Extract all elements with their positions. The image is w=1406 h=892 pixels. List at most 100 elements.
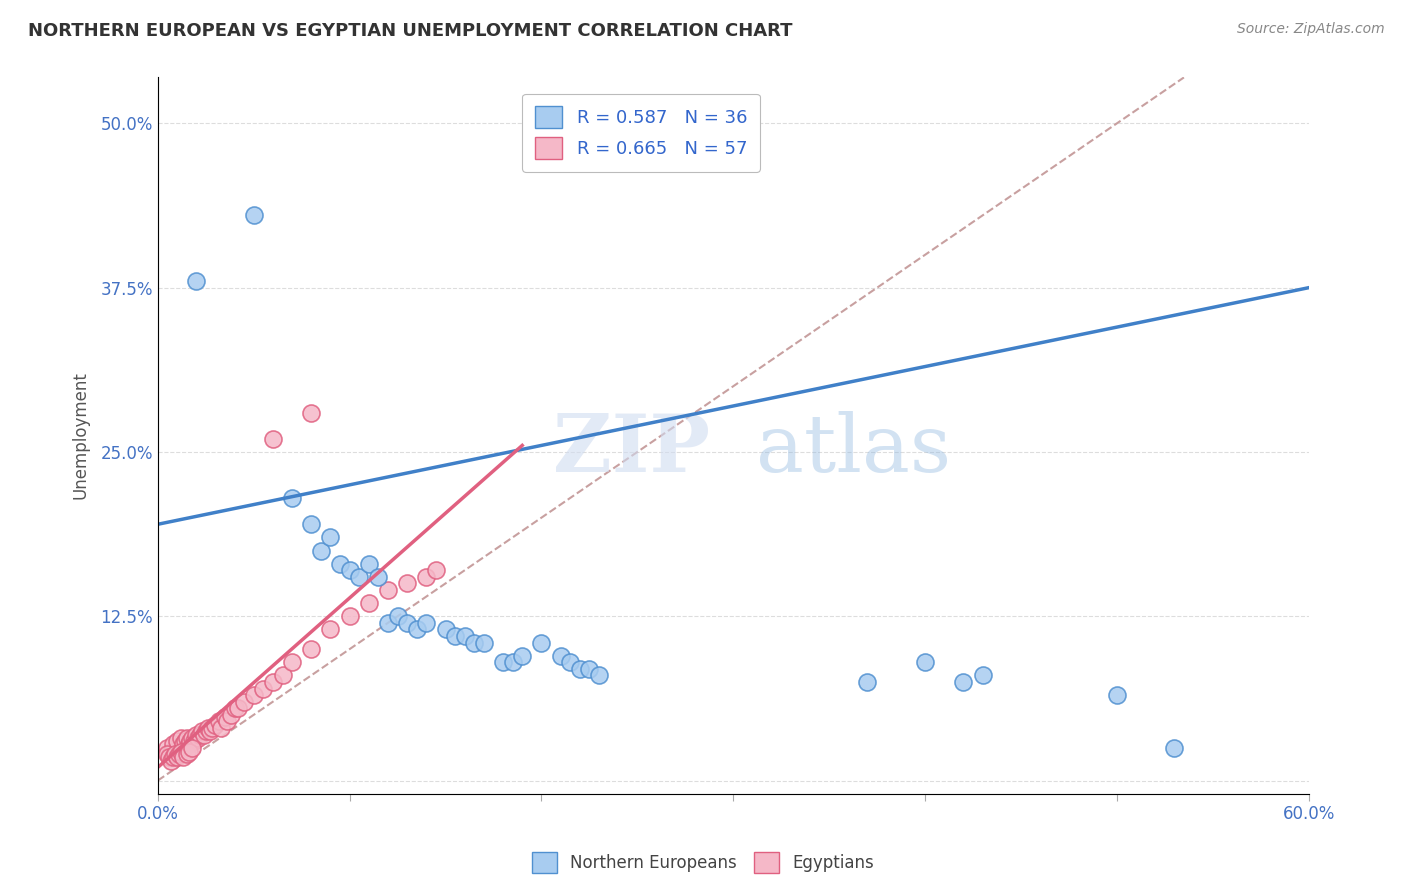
Point xyxy=(396,615,419,630)
Point xyxy=(262,432,284,446)
Point xyxy=(187,731,209,746)
Point xyxy=(188,727,211,741)
Text: atlas: atlas xyxy=(756,411,952,489)
Point xyxy=(972,668,994,682)
Point xyxy=(252,681,274,696)
Point xyxy=(172,750,194,764)
Point xyxy=(176,731,198,746)
Point xyxy=(186,727,208,741)
Point xyxy=(1163,740,1185,755)
Point xyxy=(357,596,380,610)
Point xyxy=(952,675,974,690)
Point xyxy=(214,710,236,724)
Point xyxy=(271,668,294,682)
Point xyxy=(444,629,467,643)
Point xyxy=(454,629,477,643)
Point xyxy=(510,648,533,663)
Point xyxy=(281,491,304,505)
Point xyxy=(215,714,238,729)
Point xyxy=(176,747,198,762)
Point xyxy=(1105,688,1128,702)
Point xyxy=(179,734,201,748)
Point xyxy=(405,623,427,637)
Point xyxy=(339,609,361,624)
Point xyxy=(166,750,188,764)
Point xyxy=(191,723,214,738)
Point xyxy=(160,745,183,759)
Point xyxy=(224,701,246,715)
Point xyxy=(208,714,231,729)
Point xyxy=(173,734,195,748)
Point xyxy=(156,747,179,762)
Point xyxy=(183,734,205,748)
Point xyxy=(181,740,204,755)
Point xyxy=(463,635,485,649)
Text: Source: ZipAtlas.com: Source: ZipAtlas.com xyxy=(1237,22,1385,37)
Point xyxy=(319,623,342,637)
Point xyxy=(415,570,437,584)
Point xyxy=(492,655,515,669)
Text: NORTHERN EUROPEAN VS EGYPTIAN UNEMPLOYMENT CORRELATION CHART: NORTHERN EUROPEAN VS EGYPTIAN UNEMPLOYME… xyxy=(28,22,793,40)
Point xyxy=(262,675,284,690)
Point xyxy=(209,721,232,735)
Point xyxy=(242,688,264,702)
Point xyxy=(856,675,879,690)
Point xyxy=(165,747,187,762)
Point xyxy=(167,747,190,762)
Point xyxy=(415,615,437,630)
Point xyxy=(299,517,322,532)
Point xyxy=(560,655,582,669)
Point xyxy=(156,740,179,755)
Point xyxy=(219,707,242,722)
Point xyxy=(166,734,188,748)
Point xyxy=(281,655,304,669)
Point xyxy=(170,745,193,759)
Point xyxy=(193,727,215,741)
Point xyxy=(200,721,222,735)
Point xyxy=(377,582,399,597)
Legend: R = 0.587   N = 36, R = 0.665   N = 57: R = 0.587 N = 36, R = 0.665 N = 57 xyxy=(523,94,759,172)
Point xyxy=(181,731,204,746)
Point xyxy=(194,723,217,738)
Point xyxy=(578,662,600,676)
Point xyxy=(550,648,572,663)
Point xyxy=(228,701,250,715)
Point xyxy=(160,754,183,768)
Point xyxy=(434,623,457,637)
Point xyxy=(186,274,208,288)
Point xyxy=(170,731,193,746)
Point xyxy=(197,721,219,735)
Point xyxy=(162,750,184,764)
Point xyxy=(233,695,256,709)
Point xyxy=(472,635,495,649)
Point xyxy=(299,406,322,420)
Point xyxy=(198,723,221,738)
Point xyxy=(588,668,610,682)
Point xyxy=(299,642,322,657)
Point xyxy=(347,570,370,584)
Y-axis label: Unemployment: Unemployment xyxy=(72,372,89,500)
Point xyxy=(242,209,264,223)
Point xyxy=(177,737,200,751)
Point xyxy=(309,543,332,558)
Point xyxy=(568,662,591,676)
Point xyxy=(319,530,342,544)
Point xyxy=(157,750,180,764)
Point xyxy=(357,557,380,571)
Point xyxy=(530,635,553,649)
Point xyxy=(204,718,226,732)
Point xyxy=(914,655,936,669)
Point xyxy=(162,737,184,751)
Point xyxy=(339,563,361,577)
Legend: Northern Europeans, Egyptians: Northern Europeans, Egyptians xyxy=(526,846,880,880)
Point xyxy=(172,737,194,751)
Point xyxy=(387,609,409,624)
Point xyxy=(396,576,419,591)
Point xyxy=(502,655,524,669)
Point xyxy=(377,615,399,630)
Point xyxy=(367,570,389,584)
Point xyxy=(425,563,447,577)
Text: ZIP: ZIP xyxy=(553,411,710,489)
Point xyxy=(177,745,200,759)
Point xyxy=(329,557,352,571)
